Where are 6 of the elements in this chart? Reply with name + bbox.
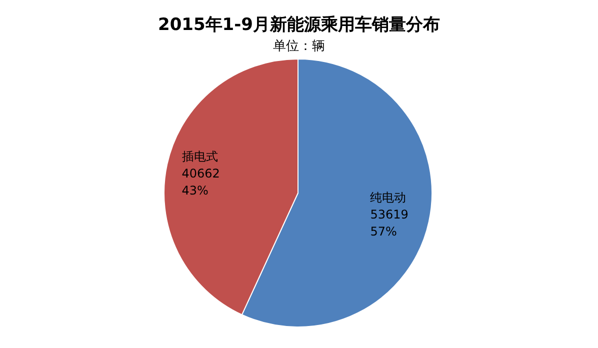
chart-subtitle: 单位：辆 bbox=[273, 39, 325, 54]
data-label: 40662 43% bbox=[182, 166, 220, 198]
slice-label: 插电式 bbox=[182, 149, 218, 164]
slice-label: 纯电动 bbox=[370, 190, 406, 205]
chart-title: 2015年1-9月新能源乘用车销量分布 bbox=[158, 15, 440, 35]
data-label: 53619 57% bbox=[370, 208, 408, 239]
